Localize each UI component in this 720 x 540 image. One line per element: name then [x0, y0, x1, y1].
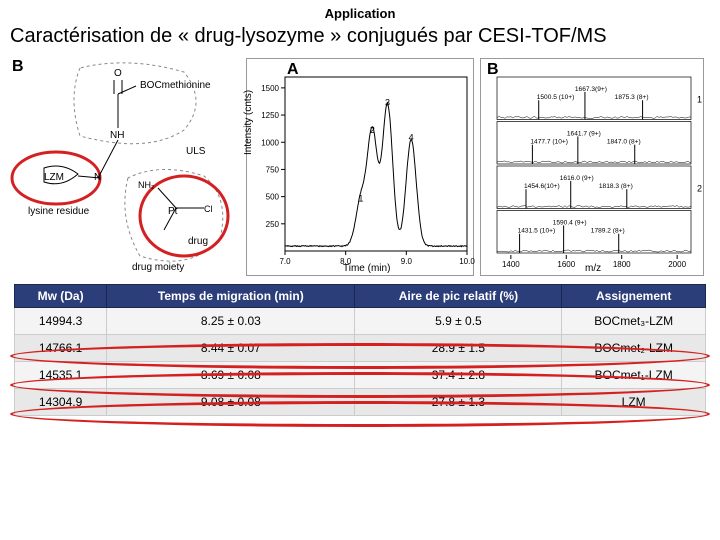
- table-cell: 14535.1: [15, 362, 107, 389]
- svg-text:500: 500: [266, 193, 280, 202]
- svg-text:2: 2: [370, 125, 375, 135]
- table-cell: BOCmet₂-LZM: [562, 335, 706, 362]
- svg-text:1: 1: [358, 193, 363, 203]
- svg-text:2: 2: [697, 183, 702, 193]
- mass-spectra-panel: B 1500.5 (10+)1667.3(9+) 1875.3 (8+) 1 1477…: [480, 58, 704, 276]
- xlabel-mz: m/z: [585, 263, 601, 274]
- data-table-wrap: Mw (Da)Temps de migration (min)Aire de p…: [14, 284, 706, 416]
- table-cell: 8.69 ± 0.08: [107, 362, 355, 389]
- table-cell: 14994.3: [15, 308, 107, 335]
- table-cell: 28.9 ± 1.5: [355, 335, 562, 362]
- svg-text:1500.5 (10+): 1500.5 (10+): [537, 94, 575, 101]
- table-cell: 37.4 ± 2.8: [355, 362, 562, 389]
- dash-group-top: [74, 63, 196, 144]
- label-nh2: NH₂: [138, 180, 155, 190]
- chemical-structure-svg: O BOCmethionine NH ULS LZM N lysine resi…: [8, 58, 240, 276]
- svg-text:1667.3(9+): 1667.3(9+): [575, 86, 607, 93]
- label-uls: ULS: [186, 146, 206, 157]
- svg-text:250: 250: [266, 220, 280, 229]
- label-lysine: lysine residue: [28, 206, 90, 217]
- panel-letter-A: A: [287, 61, 299, 79]
- svg-text:1431.5 (10+): 1431.5 (10+): [518, 228, 556, 235]
- table-cell: 14766.1: [15, 335, 107, 362]
- svg-text:1400: 1400: [502, 260, 520, 269]
- page-title: Caractérisation de « drug-lysozyme » con…: [0, 23, 720, 54]
- svg-text:7.0: 7.0: [279, 257, 291, 266]
- svg-text:1789.2 (8+): 1789.2 (8+): [591, 228, 625, 235]
- col-header: Aire de pic relatif (%): [355, 285, 562, 308]
- table-cell: 8.44 ± 0.07: [107, 335, 355, 362]
- label-cl: Cl: [204, 204, 213, 214]
- bond: [118, 86, 136, 94]
- ylabel: Intensity (cnts): [243, 90, 254, 155]
- svg-text:1875.3 (8+): 1875.3 (8+): [615, 94, 649, 101]
- svg-text:1454.6(10+): 1454.6(10+): [524, 183, 560, 190]
- svg-text:9.0: 9.0: [401, 257, 413, 266]
- svg-text:1500: 1500: [261, 84, 279, 93]
- table-cell: 8.25 ± 0.03: [107, 308, 355, 335]
- svg-text:1847.0 (8+): 1847.0 (8+): [607, 139, 641, 146]
- table-row: 14766.18.44 ± 0.0728.9 ± 1.5BOCmet₂-LZM: [15, 335, 706, 362]
- mass-spectra-svg: 1500.5 (10+)1667.3(9+) 1875.3 (8+) 1 1477.7…: [481, 59, 705, 277]
- xlabel: Time (min): [343, 263, 390, 274]
- svg-text:4: 4: [409, 132, 414, 142]
- table-row: 14304.99.08 ± 0.0827.8 ± 1.3LZM: [15, 389, 706, 416]
- label-boc: BOCmethionine: [140, 80, 211, 91]
- bond: [158, 188, 176, 208]
- panel-letter-B: B: [12, 58, 24, 76]
- header: Application: [0, 0, 720, 23]
- label-nh: NH: [110, 130, 124, 141]
- svg-text:1800: 1800: [613, 260, 631, 269]
- table-cell: BOCmet₁-LZM: [562, 362, 706, 389]
- label-drug: drug: [188, 236, 208, 247]
- table-cell: 5.9 ± 0.5: [355, 308, 562, 335]
- table-cell: 27.8 ± 1.3: [355, 389, 562, 416]
- application-label: Application: [0, 6, 720, 21]
- svg-text:1477.7 (10+): 1477.7 (10+): [530, 139, 568, 146]
- table-row: 14994.38.25 ± 0.035.9 ± 0.5BOCmet₃-LZM: [15, 308, 706, 335]
- svg-text:1818.3 (8+): 1818.3 (8+): [599, 183, 633, 190]
- label-moiety: drug moiety: [132, 262, 184, 273]
- svg-text:2000: 2000: [668, 260, 686, 269]
- table-cell: LZM: [562, 389, 706, 416]
- structure-panel: B O BOCmethionine NH ULS LZM N: [8, 58, 240, 276]
- figures-row: B O BOCmethionine NH ULS LZM N: [0, 54, 720, 278]
- label-lzm: LZM: [44, 172, 64, 183]
- svg-text:750: 750: [266, 165, 280, 174]
- svg-text:1000: 1000: [261, 138, 279, 147]
- data-table: Mw (Da)Temps de migration (min)Aire de p…: [14, 284, 706, 416]
- col-header: Mw (Da): [15, 285, 107, 308]
- atom-O: O: [114, 68, 122, 79]
- table-row: 14535.18.69 ± 0.0837.4 ± 2.8BOCmet₁-LZM: [15, 362, 706, 389]
- svg-text:1250: 1250: [261, 111, 279, 120]
- svg-text:3: 3: [385, 98, 390, 108]
- svg-text:1616.0 (9+): 1616.0 (9+): [560, 175, 594, 182]
- table-cell: 14304.9: [15, 389, 107, 416]
- svg-text:1590.4 (9+): 1590.4 (9+): [553, 219, 587, 226]
- electropherogram-panel: A 2505007501000125015007.08.09.010.01234…: [246, 58, 474, 276]
- panel-letter-B2: B: [487, 61, 499, 79]
- svg-text:10.0: 10.0: [459, 257, 475, 266]
- table-cell: BOCmet₃-LZM: [562, 308, 706, 335]
- col-header: Temps de migration (min): [107, 285, 355, 308]
- col-header: Assignement: [562, 285, 706, 308]
- table-cell: 9.08 ± 0.08: [107, 389, 355, 416]
- svg-text:1641.7 (9+): 1641.7 (9+): [567, 130, 601, 137]
- electropherogram-svg: 2505007501000125015007.08.09.010.01234: [247, 59, 475, 277]
- svg-text:1: 1: [697, 94, 702, 104]
- label-n: N: [94, 172, 101, 183]
- label-pt: Pt: [168, 206, 178, 217]
- svg-text:1600: 1600: [557, 260, 575, 269]
